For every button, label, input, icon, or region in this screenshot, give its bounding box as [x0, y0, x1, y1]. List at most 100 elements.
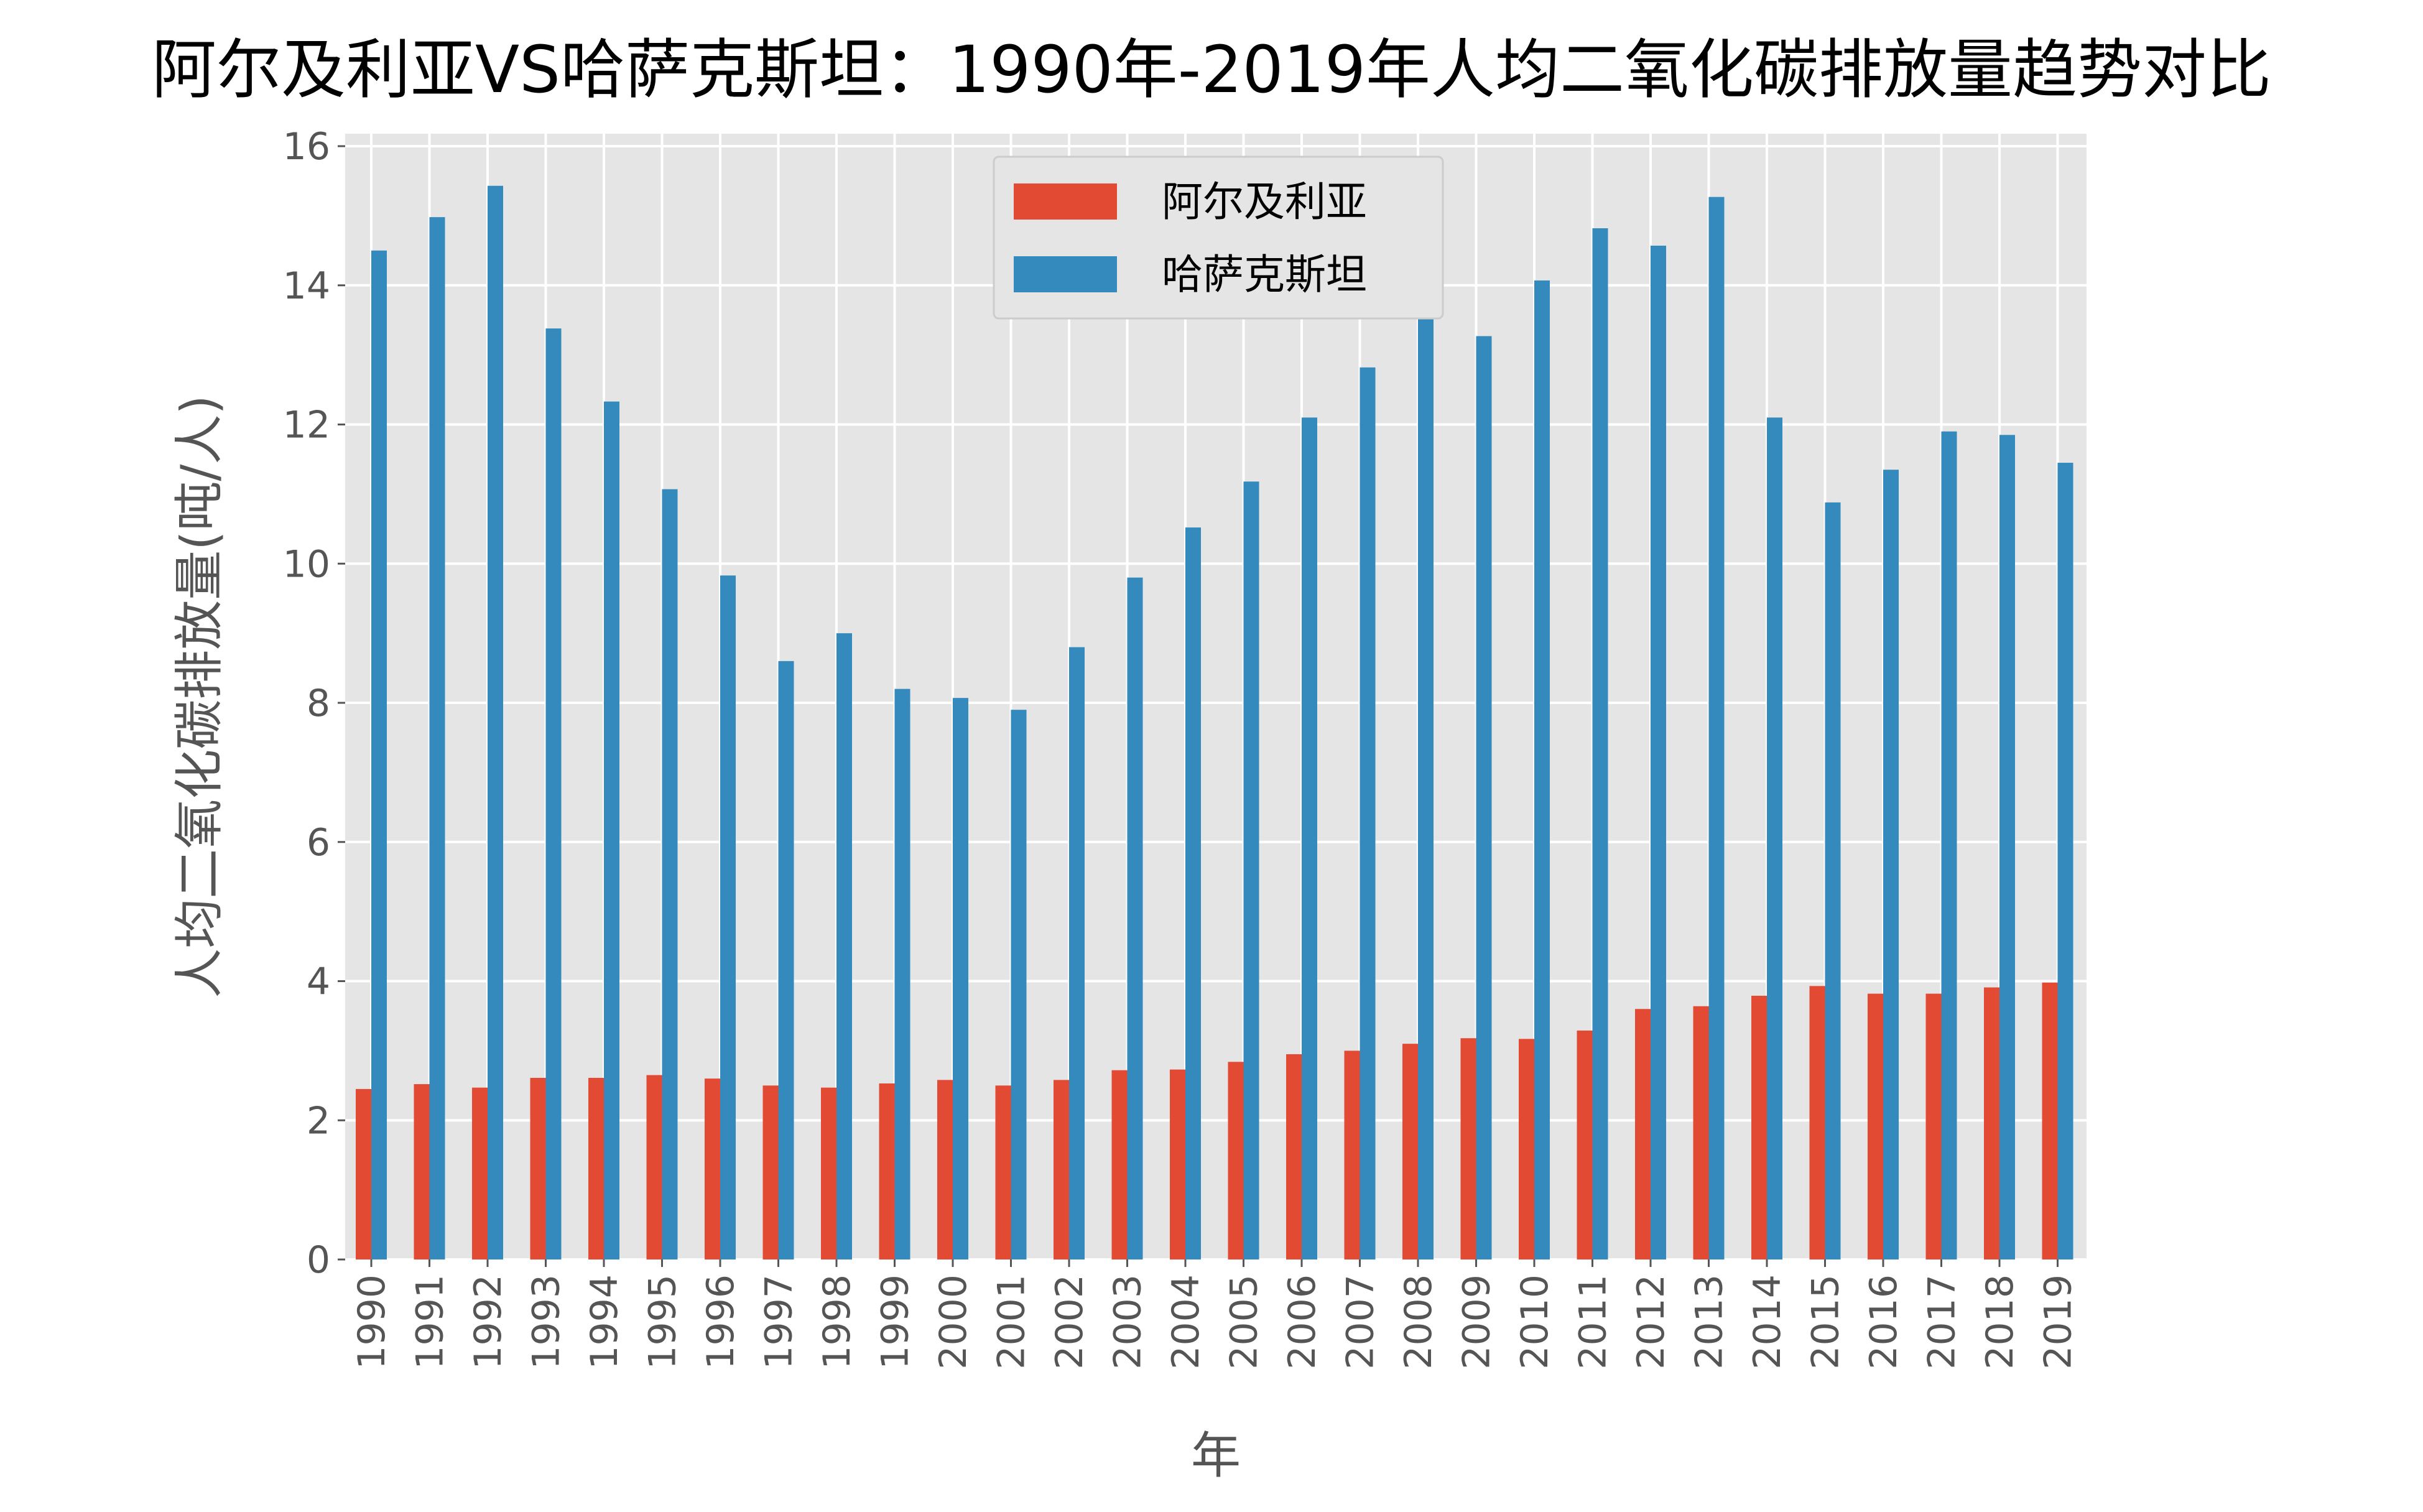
legend-label-kazakhstan: 哈萨克斯坦	[1162, 251, 1367, 299]
bar-algeria-2008	[1402, 1044, 1418, 1259]
bar-algeria-1998	[821, 1087, 836, 1259]
bar-algeria-2011	[1577, 1030, 1593, 1259]
x-tick-label: 2012	[1629, 1274, 1673, 1370]
y-tick-label: 16	[283, 125, 330, 169]
y-tick-label: 4	[307, 960, 330, 1004]
bar-algeria-2005	[1228, 1062, 1244, 1259]
x-tick-label: 2018	[1978, 1274, 2022, 1370]
bar-kazakhstan-2003	[1127, 577, 1143, 1259]
bar-algeria-2003	[1111, 1070, 1128, 1259]
bar-algeria-2019	[2042, 982, 2058, 1259]
x-axis-label: 年	[1191, 1427, 1241, 1485]
legend: 阿尔及利亚 哈萨克斯坦	[993, 155, 1444, 320]
bar-kazakhstan-2015	[1825, 502, 1841, 1259]
bar-algeria-2004	[1170, 1069, 1185, 1259]
bar-algeria-2018	[1984, 987, 1999, 1259]
bar-algeria-1992	[472, 1087, 488, 1259]
bar-algeria-2009	[1460, 1038, 1476, 1259]
x-tick-label: 2000	[932, 1274, 975, 1370]
x-tick-label: 2008	[1397, 1274, 1440, 1370]
bar-kazakhstan-2012	[1651, 245, 1666, 1260]
bar-algeria-2006	[1286, 1054, 1302, 1259]
x-tick-label: 1995	[641, 1274, 685, 1370]
y-tick-label: 12	[283, 404, 330, 447]
legend-swatch-kazakhstan	[1014, 256, 1117, 292]
bar-algeria-2007	[1344, 1051, 1360, 1259]
y-axis-label: 人均二氧化碳排放量(吨/人)	[170, 395, 228, 998]
bar-kazakhstan-2006	[1302, 417, 1317, 1259]
bar-kazakhstan-1993	[545, 328, 562, 1259]
bar-algeria-1999	[879, 1083, 895, 1259]
x-tick-label: 1999	[874, 1274, 917, 1370]
bar-kazakhstan-2001	[1011, 710, 1027, 1259]
x-tick-label: 2017	[1920, 1274, 1964, 1370]
x-tick-label: 2016	[1862, 1274, 1906, 1370]
bar-algeria-2002	[1054, 1080, 1069, 1259]
bar-algeria-1996	[705, 1078, 720, 1259]
bar-kazakhstan-2009	[1476, 336, 1492, 1260]
bar-algeria-2012	[1635, 1009, 1651, 1259]
x-tick-label: 2005	[1223, 1274, 1266, 1370]
bar-kazakhstan-1997	[778, 661, 794, 1259]
x-tick-label: 1991	[409, 1274, 452, 1370]
bar-kazakhstan-2019	[2057, 463, 2073, 1259]
bar-kazakhstan-2014	[1767, 417, 1782, 1259]
bar-kazakhstan-2008	[1418, 192, 1434, 1259]
legend-swatch-algeria	[1014, 183, 1117, 220]
bar-kazakhstan-2002	[1069, 647, 1085, 1259]
x-tick-label: 2003	[1106, 1274, 1150, 1370]
bar-algeria-2014	[1751, 995, 1767, 1259]
bar-algeria-2013	[1693, 1006, 1709, 1259]
bar-kazakhstan-2017	[1941, 431, 1957, 1259]
bar-kazakhstan-2007	[1360, 367, 1376, 1260]
x-tick-label: 2006	[1281, 1274, 1324, 1370]
bar-kazakhstan-1990	[371, 250, 387, 1259]
bar-kazakhstan-2000	[953, 698, 968, 1259]
bar-algeria-2000	[937, 1080, 953, 1259]
bar-kazakhstan-2018	[1999, 435, 2015, 1259]
x-tick-label: 1998	[815, 1274, 859, 1370]
bar-kazakhstan-2016	[1883, 470, 1899, 1259]
bar-kazakhstan-1991	[429, 217, 445, 1259]
y-tick-label: 10	[283, 542, 330, 586]
bar-algeria-2010	[1519, 1039, 1534, 1259]
bar-algeria-1990	[356, 1088, 371, 1259]
bar-kazakhstan-1994	[604, 401, 619, 1259]
bar-kazakhstan-1998	[836, 633, 852, 1259]
x-tick-label: 2014	[1746, 1274, 1789, 1370]
x-tick-label: 2013	[1688, 1274, 1731, 1370]
x-tick-label: 2010	[1513, 1274, 1557, 1370]
y-tick-label: 14	[283, 264, 330, 308]
bar-algeria-2017	[1925, 993, 1942, 1259]
x-axis-ticks: 1990 1991 1992 1993 1994 1995 1996 1997 1998 1999…	[350, 1259, 2080, 1370]
y-axis-ticks: 0 2 4 6 8 10 12 14 16	[283, 125, 345, 1282]
bar-algeria-1993	[530, 1078, 546, 1259]
bar-algeria-2016	[1868, 993, 1883, 1259]
x-tick-label: 2004	[1164, 1274, 1208, 1370]
x-tick-label: 2009	[1455, 1274, 1499, 1370]
bar-algeria-1995	[646, 1075, 662, 1259]
y-tick-label: 8	[307, 682, 330, 725]
bar-kazakhstan-2010	[1534, 280, 1550, 1260]
bar-algeria-1994	[588, 1078, 604, 1259]
bar-kazakhstan-2011	[1592, 228, 1608, 1260]
x-tick-label: 2015	[1804, 1274, 1848, 1370]
x-tick-label: 1994	[583, 1274, 626, 1370]
bar-kazakhstan-2013	[1708, 197, 1725, 1260]
x-tick-label: 2001	[990, 1274, 1034, 1370]
plot-area	[345, 134, 2087, 1259]
bars	[356, 185, 2073, 1260]
bar-kazakhstan-1992	[488, 185, 503, 1259]
x-tick-label: 1992	[466, 1274, 510, 1370]
bar-kazakhstan-2004	[1185, 527, 1201, 1260]
x-tick-label: 2019	[2037, 1274, 2080, 1370]
x-tick-label: 2011	[1572, 1274, 1615, 1370]
bar-kazakhstan-2005	[1243, 481, 1259, 1259]
bar-kazakhstan-1995	[662, 489, 678, 1260]
y-tick-label: 2	[307, 1099, 330, 1143]
x-tick-label: 1993	[525, 1274, 568, 1370]
x-tick-label: 1997	[757, 1274, 801, 1370]
x-tick-label: 1990	[350, 1274, 394, 1370]
y-tick-label: 6	[307, 821, 330, 865]
